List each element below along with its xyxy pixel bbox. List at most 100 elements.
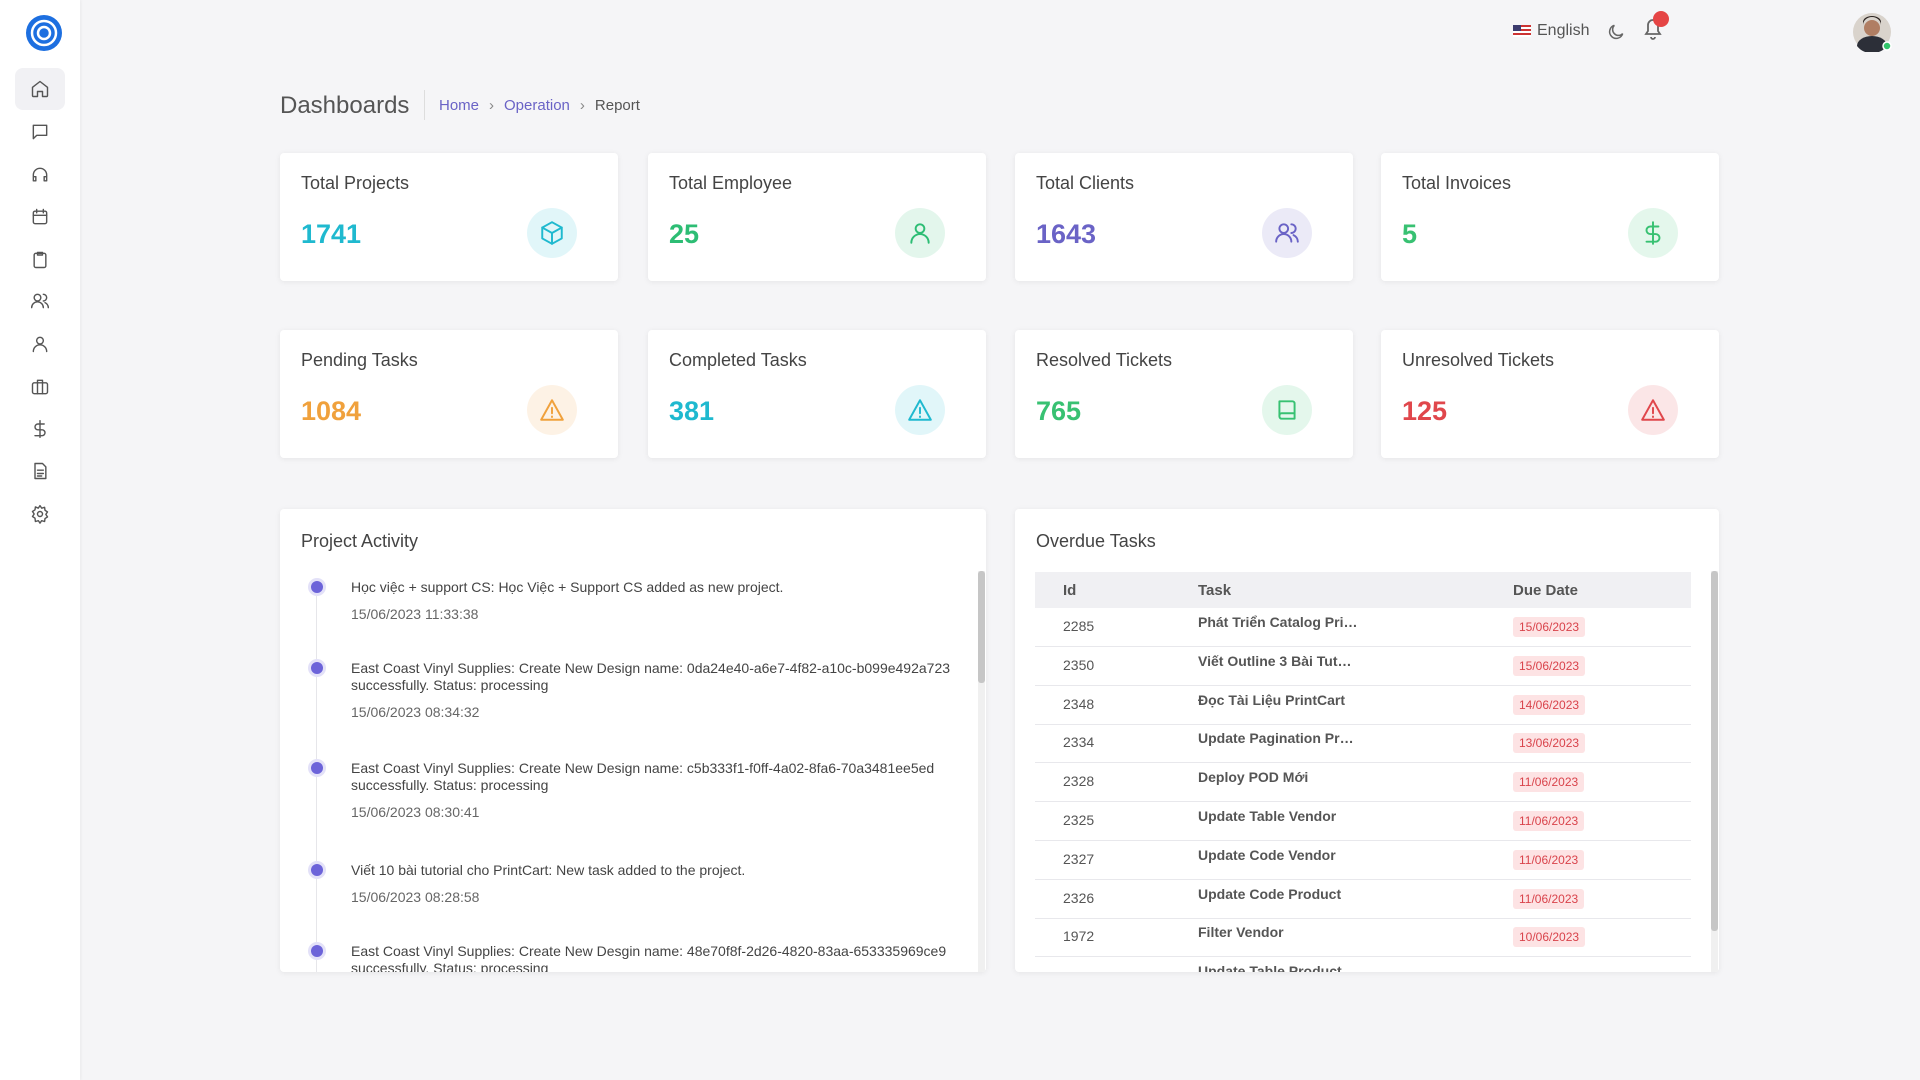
- due-date: 11/06/2023: [1513, 888, 1585, 909]
- nav-calendar[interactable]: [15, 196, 65, 238]
- scrollbar-track: [978, 571, 985, 972]
- table-row[interactable]: 2326 Update Code Product 11/06/2023: [1035, 880, 1691, 919]
- table-row[interactable]: 2350 Viết Outline 3 Bài Tut… 15/06/2023: [1035, 647, 1691, 686]
- nav-tasks[interactable]: [15, 239, 65, 281]
- nav-support[interactable]: [15, 154, 65, 196]
- stat-title: Total Invoices: [1402, 173, 1512, 193]
- theme-toggle[interactable]: [1606, 22, 1626, 42]
- stat-value: 765: [1036, 396, 1082, 426]
- activity-text: Viết 10 bài tutorial cho PrintCart: New …: [351, 862, 746, 878]
- stat-title: Pending Tasks: [301, 350, 418, 370]
- timeline-dot: [311, 945, 323, 957]
- stat-title: Total Employee: [669, 173, 793, 193]
- task-name: Update Table Product: [1198, 963, 1342, 972]
- task-name: Phát Triển Catalog Pri…: [1198, 614, 1358, 630]
- stat-value: 1643: [1036, 219, 1097, 249]
- task-id: 1972: [1063, 928, 1095, 945]
- user-avatar[interactable]: [1852, 12, 1892, 52]
- column-header: Id: [1063, 582, 1077, 599]
- panel-title: Overdue Tasks: [1036, 531, 1156, 551]
- nav-settings[interactable]: [15, 493, 65, 535]
- scrollbar-thumb[interactable]: [978, 571, 985, 683]
- task-id: 2326: [1063, 889, 1095, 906]
- table-row[interactable]: 2334 Update Pagination Pr… 13/06/2023: [1035, 724, 1691, 764]
- table-row[interactable]: 2348 Đọc Tài Liệu PrintCart 14/06/2023: [1035, 686, 1691, 725]
- table-row[interactable]: 2285 Phát Triển Catalog Pri… 15/06/2023: [1035, 608, 1691, 647]
- nav-clients[interactable]: [15, 280, 65, 322]
- breadcrumb-item: Report: [594, 97, 640, 114]
- flag-icon: [1513, 25, 1531, 37]
- icon: [908, 399, 932, 421]
- page-title: Dashboards: [280, 92, 410, 119]
- column-header: Due Date: [1513, 582, 1579, 599]
- notifications[interactable]: [1640, 10, 1670, 42]
- nav-reports[interactable]: [15, 450, 65, 492]
- stat-card: Completed Tasks 381: [648, 330, 986, 458]
- breadcrumb-separator: ›: [579, 97, 585, 114]
- task-name: Viết Outline 3 Bài Tut…: [1198, 652, 1352, 669]
- table-row[interactable]: Update Table Product: [1035, 957, 1691, 972]
- logo[interactable]: [25, 14, 63, 52]
- language-selector[interactable]: English: [1513, 22, 1589, 40]
- icon: [910, 223, 930, 244]
- activity-time: 15/06/2023 08:28:58: [351, 889, 480, 905]
- task-id: 2325: [1063, 812, 1095, 828]
- nav-finance[interactable]: [15, 408, 65, 450]
- due-date: 11/06/2023: [1513, 811, 1585, 831]
- icon: [1645, 221, 1661, 245]
- task-name: Update Table Vendor: [1198, 808, 1337, 824]
- activity-panel: Project Activity Học việc + support CS: …: [280, 509, 986, 972]
- sidebar: [0, 0, 80, 1080]
- icon: [1275, 223, 1299, 243]
- task-name: Update Code Product: [1198, 885, 1342, 902]
- icon: [540, 399, 564, 421]
- stat-value: 125: [1402, 396, 1448, 426]
- due-date: 11/06/2023: [1513, 849, 1585, 870]
- stat-title: Total Clients: [1036, 173, 1135, 193]
- overdue-panel: Overdue Tasks Id Task Due Date 2285 Phát Tr…: [1015, 509, 1719, 972]
- icon: [1641, 399, 1665, 421]
- nav-users[interactable]: [15, 323, 65, 365]
- stat-icon: [1628, 208, 1678, 258]
- table-row[interactable]: 2327 Update Code Vendor 11/06/2023: [1035, 841, 1691, 880]
- nav-chat[interactable]: [15, 111, 65, 153]
- due-date: 13/06/2023: [1513, 733, 1586, 754]
- scrollbar-thumb[interactable]: [1711, 571, 1718, 931]
- stat-title: Completed Tasks: [669, 350, 807, 370]
- task-id: 2285: [1063, 618, 1095, 634]
- language-label: English: [1537, 22, 1590, 39]
- timeline-line: [316, 581, 317, 972]
- stat-icon: [1628, 385, 1678, 435]
- task-name: Đọc Tài Liệu PrintCart: [1198, 691, 1346, 708]
- stat-card: Total Invoices 5: [1381, 153, 1719, 281]
- stat-icon: [1262, 385, 1312, 435]
- nav-home[interactable]: [15, 68, 65, 110]
- activity-time: 15/06/2023 08:30:41: [351, 804, 480, 820]
- breadcrumb-item[interactable]: Operation: [504, 97, 570, 114]
- title-divider: [424, 90, 425, 120]
- due-date: 10/06/2023: [1513, 927, 1586, 948]
- task-name: Filter Vendor: [1198, 924, 1284, 941]
- table-row[interactable]: 1972 Filter Vendor 10/06/2023: [1035, 918, 1691, 958]
- activity-item: East Coast Vinyl Supplies: Create New De…: [351, 943, 961, 972]
- due-date: 11/06/2023: [1513, 772, 1585, 793]
- column-header: Task: [1198, 582, 1232, 599]
- task-id: 2327: [1063, 850, 1095, 867]
- stat-card: Resolved Tickets 765: [1015, 330, 1353, 458]
- stat-title: Total Projects: [301, 173, 410, 193]
- nav-projects[interactable]: [15, 366, 65, 408]
- stat-card: Pending Tasks 1084: [280, 330, 618, 458]
- stat-icon: [1262, 208, 1312, 258]
- breadcrumb-item[interactable]: Home: [439, 97, 480, 114]
- stat-title: Unresolved Tickets: [1402, 350, 1555, 370]
- breadcrumb: Home › Operation › Report: [439, 97, 640, 114]
- activity-item: East Coast Vinyl Supplies: Create New De…: [351, 660, 961, 721]
- table-header: Id Task Due Date: [1035, 572, 1691, 608]
- table-row[interactable]: 2325 Update Table Vendor 11/06/2023: [1035, 802, 1691, 841]
- table-row[interactable]: 2328 Deploy POD Mới 11/06/2023: [1035, 763, 1691, 803]
- icon: [1278, 400, 1296, 420]
- timeline-dot: [311, 864, 323, 876]
- stat-icon: [895, 208, 945, 258]
- stat-card: Total Clients 1643: [1015, 153, 1353, 281]
